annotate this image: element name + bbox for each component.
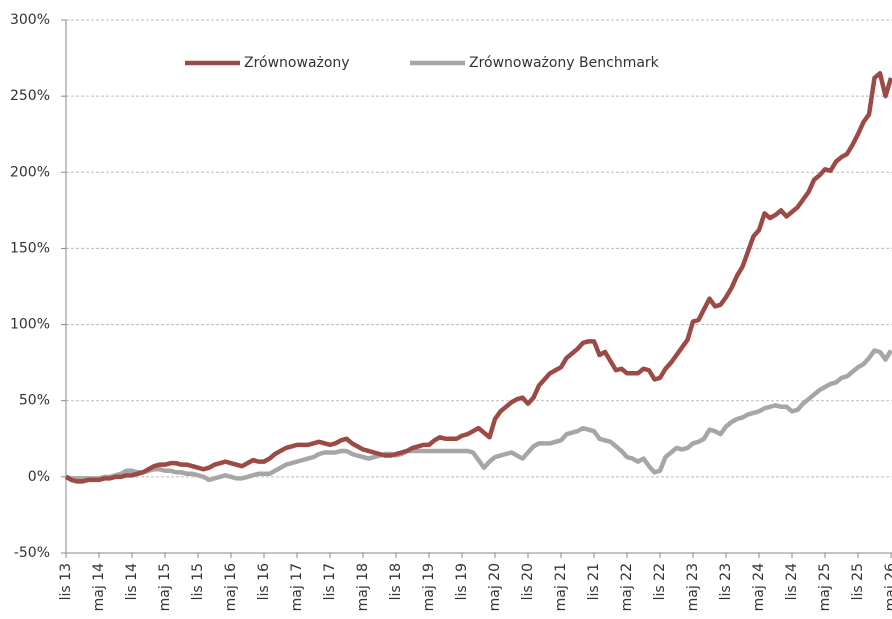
x-tick-label: maj 23 — [685, 563, 701, 611]
x-tick-label: lis 20 — [520, 563, 536, 600]
legend-label: Zrównoważony Benchmark — [469, 55, 660, 71]
y-tick-label: 200% — [10, 164, 50, 180]
y-tick-label: -50% — [14, 545, 50, 561]
x-tick-label: lis 25 — [850, 563, 866, 600]
x-tick-label: maj 22 — [619, 563, 635, 611]
x-tick-label: lis 17 — [322, 563, 338, 600]
x-tick-label: maj 21 — [553, 563, 569, 611]
x-tick-label: lis 19 — [454, 563, 470, 600]
x-tick-label: lis 22 — [652, 563, 668, 600]
x-tick-label: lis 15 — [190, 563, 206, 600]
y-tick-label: 300% — [10, 12, 50, 28]
series-line — [65, 348, 892, 483]
x-tick-label: maj 19 — [421, 563, 437, 611]
x-tick-label: lis 16 — [256, 563, 272, 600]
x-tick-label: maj 26 — [883, 563, 892, 611]
x-tick-label: maj 14 — [91, 563, 107, 611]
y-tick-label: 0% — [28, 469, 50, 485]
x-tick-label: maj 16 — [223, 563, 239, 611]
x-tick-label: lis 21 — [586, 563, 602, 600]
x-tick-label: maj 15 — [157, 563, 173, 611]
x-tick-label: lis 18 — [388, 563, 404, 600]
x-tick-label: maj 18 — [355, 563, 371, 611]
y-tick-label: 150% — [10, 240, 50, 256]
x-tick-label: maj 20 — [487, 563, 503, 611]
y-tick-label: 250% — [10, 88, 50, 104]
x-tick-label: maj 24 — [751, 563, 767, 611]
legend-label: Zrównoważony — [244, 55, 350, 71]
y-tick-label: 100% — [10, 317, 50, 333]
x-tick-label: lis 24 — [784, 563, 800, 600]
x-tick-label: lis 13 — [58, 563, 74, 600]
series-line — [64, 71, 892, 484]
x-tick-label: maj 25 — [817, 563, 833, 611]
x-tick-label: lis 23 — [718, 563, 734, 600]
x-tick-label: maj 17 — [289, 563, 305, 611]
x-tick-label: lis 14 — [124, 563, 140, 600]
y-tick-label: 50% — [19, 393, 50, 409]
